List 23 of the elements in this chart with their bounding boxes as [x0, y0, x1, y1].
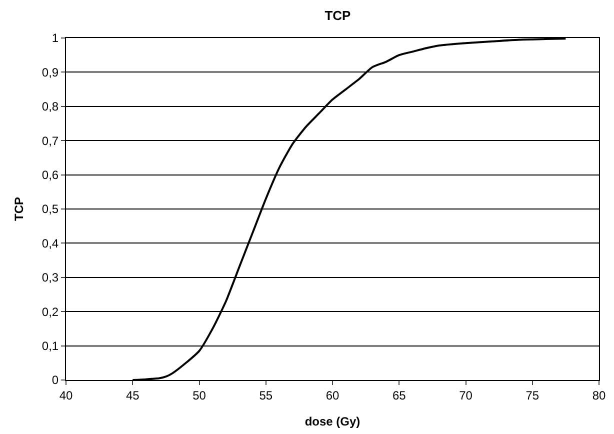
y-tick-label: 0,4 [42, 236, 59, 250]
x-tick-label: 45 [126, 388, 140, 402]
x-tick-label: 60 [326, 388, 340, 402]
x-axis-title: dose (Gy) [304, 414, 360, 428]
y-tick-label: 1 [52, 31, 59, 46]
chart-title: TCP [324, 8, 352, 23]
y-tick-label: 0,1 [42, 339, 59, 353]
y-axis-title: TCP [12, 197, 26, 221]
y-tick-label: 0,7 [42, 134, 59, 148]
y-tick-label: 0,8 [42, 100, 59, 114]
x-tick-label: 65 [392, 388, 406, 402]
y-tick-label: 0,2 [42, 304, 59, 319]
y-tick-label: 0,5 [42, 202, 59, 216]
x-tick-label: 80 [592, 388, 606, 402]
y-tick-label: 0,3 [42, 270, 59, 285]
x-tick-label: 70 [459, 388, 473, 402]
x-tick-label: 55 [259, 388, 273, 402]
y-tick-label: 0,9 [42, 65, 59, 80]
y-tick-label: 0,6 [42, 168, 59, 182]
x-tick-label: 75 [526, 388, 540, 402]
y-tick-label: 0 [52, 373, 59, 388]
x-tick-label: 40 [59, 388, 73, 402]
x-tick-label: 50 [192, 388, 206, 402]
